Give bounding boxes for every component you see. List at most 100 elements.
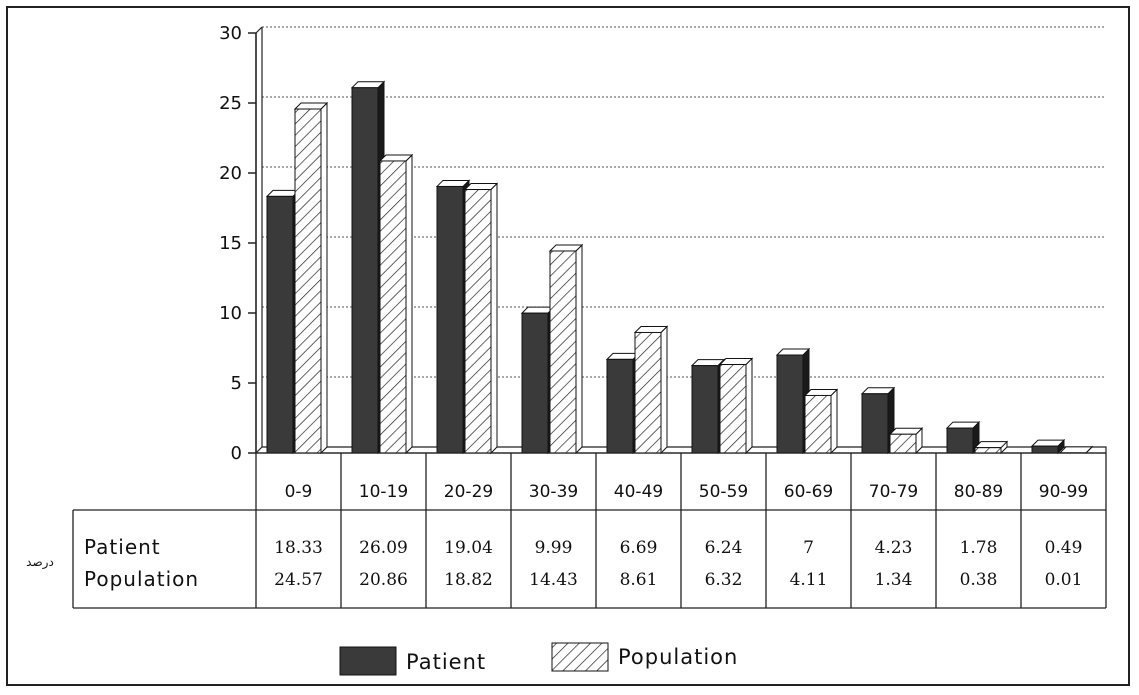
bar-front-face [266, 195, 294, 454]
bar-top-face [775, 348, 811, 356]
table-cell-patient: 26.09 [359, 538, 408, 558]
bar-top-face [1030, 439, 1066, 447]
bar-front-face [379, 160, 407, 454]
bar-top-face [293, 102, 329, 110]
bar-front-face [719, 364, 747, 454]
legend-label-population: Population [618, 645, 738, 669]
bar-top-face [435, 179, 471, 187]
bar-front-face [294, 108, 322, 454]
legend: Patient Population [339, 642, 738, 676]
x-category-label: 50-59 [699, 482, 748, 502]
bar-top-face [605, 352, 641, 360]
bar-top-face [520, 306, 556, 314]
table-cell-population: 24.57 [274, 570, 323, 590]
table-cell-population: 18.82 [444, 570, 493, 590]
bar-front-face [351, 87, 379, 454]
bar-population [973, 440, 1009, 455]
y-axis-top-edge [255, 26, 263, 34]
bar-top-face [973, 441, 1009, 449]
y-tick-label: 5 [231, 373, 242, 394]
row-label-patient: Patient [84, 535, 161, 559]
table-cell-population: 14.43 [529, 570, 578, 590]
bar-patient [860, 386, 896, 455]
bar-top-face [265, 189, 301, 197]
bar-population [1058, 445, 1094, 455]
x-category-label: 90-99 [1039, 482, 1088, 502]
bar-front-face [464, 189, 492, 454]
legend-label-patient: Patient [406, 650, 486, 674]
x-category-label: 30-39 [529, 482, 578, 502]
table-cell-patient: 9.99 [535, 538, 573, 558]
table-cell-patient: 0.49 [1045, 538, 1083, 558]
table-cell-population: 20.86 [359, 570, 408, 590]
bar-side-face [490, 182, 498, 455]
x-category-label: 10-19 [359, 482, 408, 502]
bar-front-face [946, 427, 974, 454]
bar-patient [690, 358, 726, 455]
bar-top-face [463, 183, 499, 191]
bar-population [888, 427, 924, 455]
bar-front-face [691, 365, 719, 454]
bar-patient [520, 305, 556, 455]
y-tick-label: 30 [219, 23, 242, 44]
bar-population [803, 388, 839, 455]
data-table: 0-9 18.33 24.57 10-19 26.09 20.86 20-29 19.04 18… [26, 452, 1107, 609]
bar-front-face [1031, 445, 1059, 454]
bar-top-face [548, 244, 584, 252]
table-cell-patient: 7 [803, 538, 814, 558]
bar-side-face [830, 388, 838, 455]
bar-patient [775, 347, 811, 455]
bar-top-face [945, 421, 981, 429]
bar-front-face [634, 331, 662, 454]
legend-swatch-patient [339, 646, 397, 676]
table-cell-patient: 4.23 [875, 538, 913, 558]
bar-population [548, 243, 584, 455]
bar-population [718, 357, 754, 455]
bar-side-face [405, 153, 413, 455]
bar-front-face [861, 393, 889, 454]
table-cell-population: 6.32 [705, 570, 743, 590]
bar-front-face [606, 358, 634, 454]
bar-front-face [804, 394, 832, 454]
y-tick-label: 15 [219, 233, 242, 254]
table-cell-patient: 1.78 [960, 538, 998, 558]
table-cell-population: 1.34 [875, 570, 913, 590]
bar-top-face [633, 325, 669, 333]
legend-swatch-population [551, 642, 609, 672]
bar-side-face [575, 243, 583, 455]
side-label: درصد [26, 555, 54, 570]
bar-side-face [745, 357, 753, 455]
bar-population [633, 325, 669, 455]
bar-front-face [974, 447, 1002, 454]
bar-top-face [1058, 446, 1094, 454]
x-category-label: 20-29 [444, 482, 493, 502]
bar-patient [435, 179, 471, 455]
x-category-label: 60-69 [784, 482, 833, 502]
x-category-label: 80-89 [954, 482, 1003, 502]
bar-patient [945, 420, 981, 455]
y-tick-label: 0 [231, 443, 242, 464]
table-cell-patient: 18.33 [274, 538, 323, 558]
bar-patient [265, 189, 301, 455]
x-category-label: 40-49 [614, 482, 663, 502]
bar-top-face [350, 81, 386, 89]
table-cell-population: 8.61 [620, 570, 658, 590]
bar-front-face [549, 250, 577, 454]
bar-population [293, 101, 329, 455]
bar-front-face [776, 354, 804, 454]
bar-patient [350, 80, 386, 455]
bar-top-face [860, 387, 896, 395]
x-category-label: 70-79 [869, 482, 918, 502]
x-category-label: 0-9 [285, 482, 313, 502]
bar-front-face [436, 185, 464, 454]
bar-patient [1030, 438, 1066, 455]
table-cell-population: 0.01 [1045, 570, 1083, 590]
bar-top-face [888, 427, 924, 435]
bar-top-face [803, 388, 839, 396]
bar-front-face [889, 433, 917, 454]
chart-frame [6, 6, 1130, 686]
bar-top-face [378, 154, 414, 162]
bars-layer [265, 80, 1094, 455]
bar-top-face [718, 358, 754, 366]
